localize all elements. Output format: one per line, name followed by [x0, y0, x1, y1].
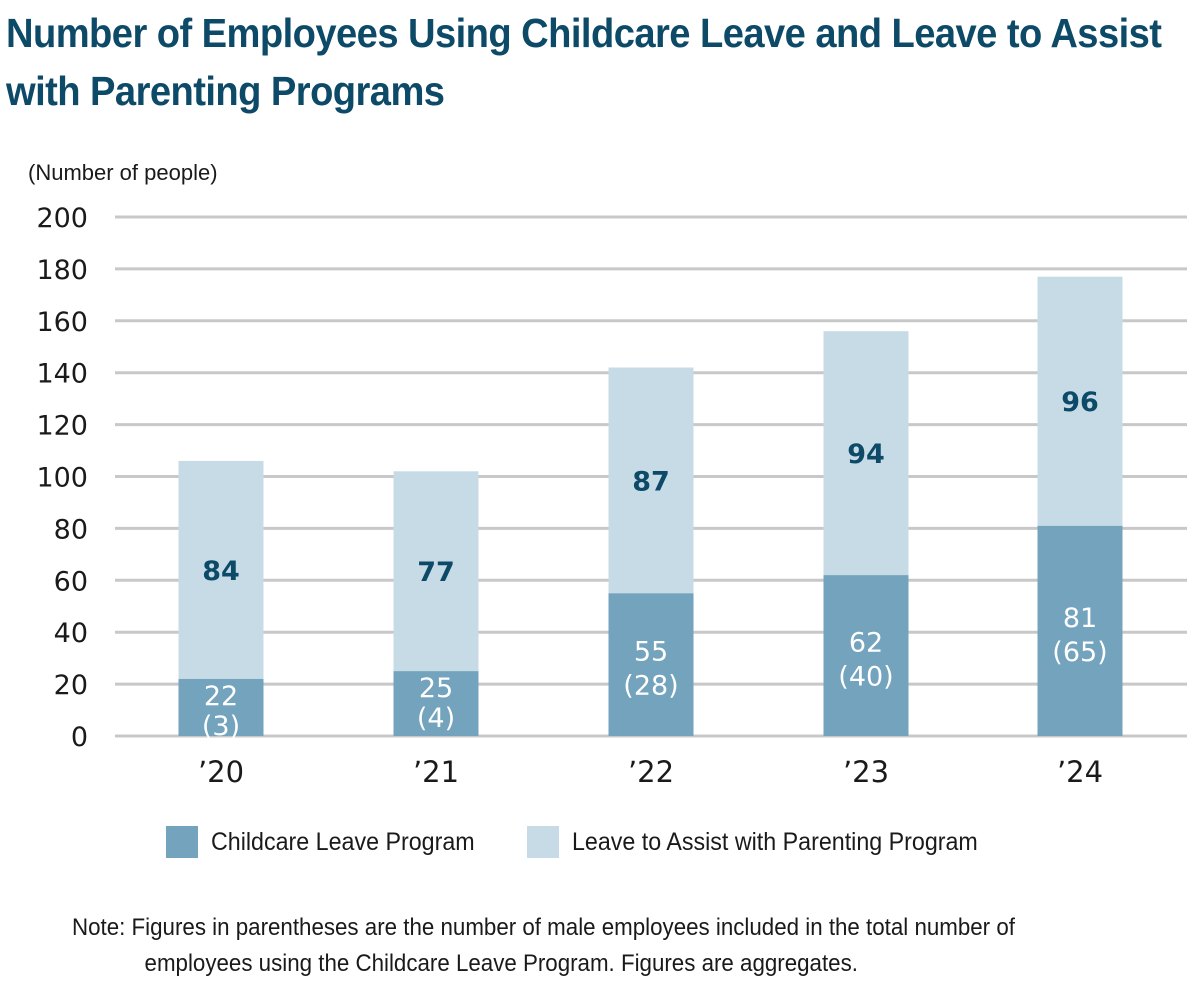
- y-tick-label-120: 120: [36, 411, 88, 442]
- y-axis-ticks: 0 20 40 60 80 100 120 140 160 180 200: [36, 203, 88, 753]
- bar-childcare-3: [823, 575, 909, 736]
- bar-childcare-1: [393, 671, 479, 736]
- footnote-line-2: employees using the Childcare Leave Prog…: [144, 950, 858, 977]
- data-label-childcare-4: 81: [1063, 603, 1097, 634]
- legend-swatch-parenting: [527, 826, 559, 858]
- x-tick-label-3: ’23: [843, 755, 889, 789]
- bar-childcare-4: [1037, 525, 1123, 736]
- data-label-childcare-2: 55: [634, 637, 668, 668]
- x-tick-label-2: ’22: [628, 755, 674, 789]
- bar-parenting-3: [823, 331, 909, 576]
- y-axis-unit-label: (Number of people): [28, 160, 218, 185]
- bar-parenting-0: [178, 460, 264, 679]
- y-tick-label-60: 60: [54, 566, 88, 597]
- bar-childcare-0: [178, 678, 264, 736]
- bar-childcare-2: [608, 593, 694, 736]
- y-tick-label-100: 100: [36, 463, 88, 494]
- y-tick-label-160: 160: [36, 307, 88, 338]
- x-tick-label-4: ’24: [1057, 755, 1103, 789]
- y-tick-label-40: 40: [54, 618, 88, 649]
- legend-swatch-childcare: [166, 826, 198, 858]
- data-label-male-2: (28): [623, 671, 678, 702]
- data-label-parenting-3: 94: [847, 439, 885, 470]
- data-label-male-4: (65): [1052, 637, 1107, 668]
- data-label-parenting-2: 87: [632, 466, 670, 497]
- data-label-male-3: (40): [838, 662, 893, 693]
- bars: [178, 276, 1123, 736]
- data-label-childcare-3: 62: [849, 628, 883, 659]
- footnote-line-1: Note: Figures in parentheses are the num…: [72, 914, 1015, 941]
- chart-title-line-1: Number of Employees Using Childcare Leav…: [6, 10, 1162, 56]
- bar-parenting-1: [393, 471, 479, 672]
- data-label-male-1: (4): [417, 703, 455, 734]
- y-tick-label-20: 20: [54, 670, 88, 701]
- chart-title-line-2: with Parenting Programs: [6, 68, 445, 114]
- legend-item-parenting: Leave to Assist with Parenting Program: [527, 826, 1008, 858]
- x-tick-label-1: ’21: [413, 755, 459, 789]
- chart-title: Number of Employees Using Childcare Leav…: [6, 4, 1162, 120]
- data-label-childcare-1: 25: [419, 673, 453, 704]
- x-axis-ticks: ’20 ’21 ’22 ’23 ’24: [198, 755, 1103, 789]
- x-tick-label-0: ’20: [198, 755, 244, 789]
- y-tick-label-80: 80: [54, 514, 88, 545]
- legend: Childcare Leave Program Leave to Assist …: [0, 826, 1200, 866]
- bar-parenting-4: [1037, 276, 1123, 526]
- data-labels: 84 22(3) 77 25(4) 87 55(28) 94 62(40) 96 81(65): [202, 387, 1108, 742]
- data-label-male-0: (3): [202, 711, 240, 742]
- bar-parenting-2: [608, 367, 694, 594]
- legend-item-childcare: Childcare Leave Program: [166, 826, 494, 858]
- y-tick-label-200: 200: [36, 203, 88, 234]
- data-label-parenting-4: 96: [1061, 387, 1099, 418]
- footnote: Note: Figures in parentheses are the num…: [72, 910, 1123, 982]
- y-tick-label-0: 0: [71, 722, 88, 753]
- data-label-parenting-1: 77: [417, 557, 455, 588]
- y-tick-label-140: 140: [36, 359, 88, 390]
- legend-label-childcare: Childcare Leave Program: [211, 827, 475, 856]
- y-tick-label-180: 180: [36, 255, 88, 286]
- data-label-parenting-0: 84: [202, 556, 240, 587]
- legend-label-parenting: Leave to Assist with Parenting Program: [572, 827, 978, 856]
- data-label-childcare-0: 22: [204, 681, 238, 712]
